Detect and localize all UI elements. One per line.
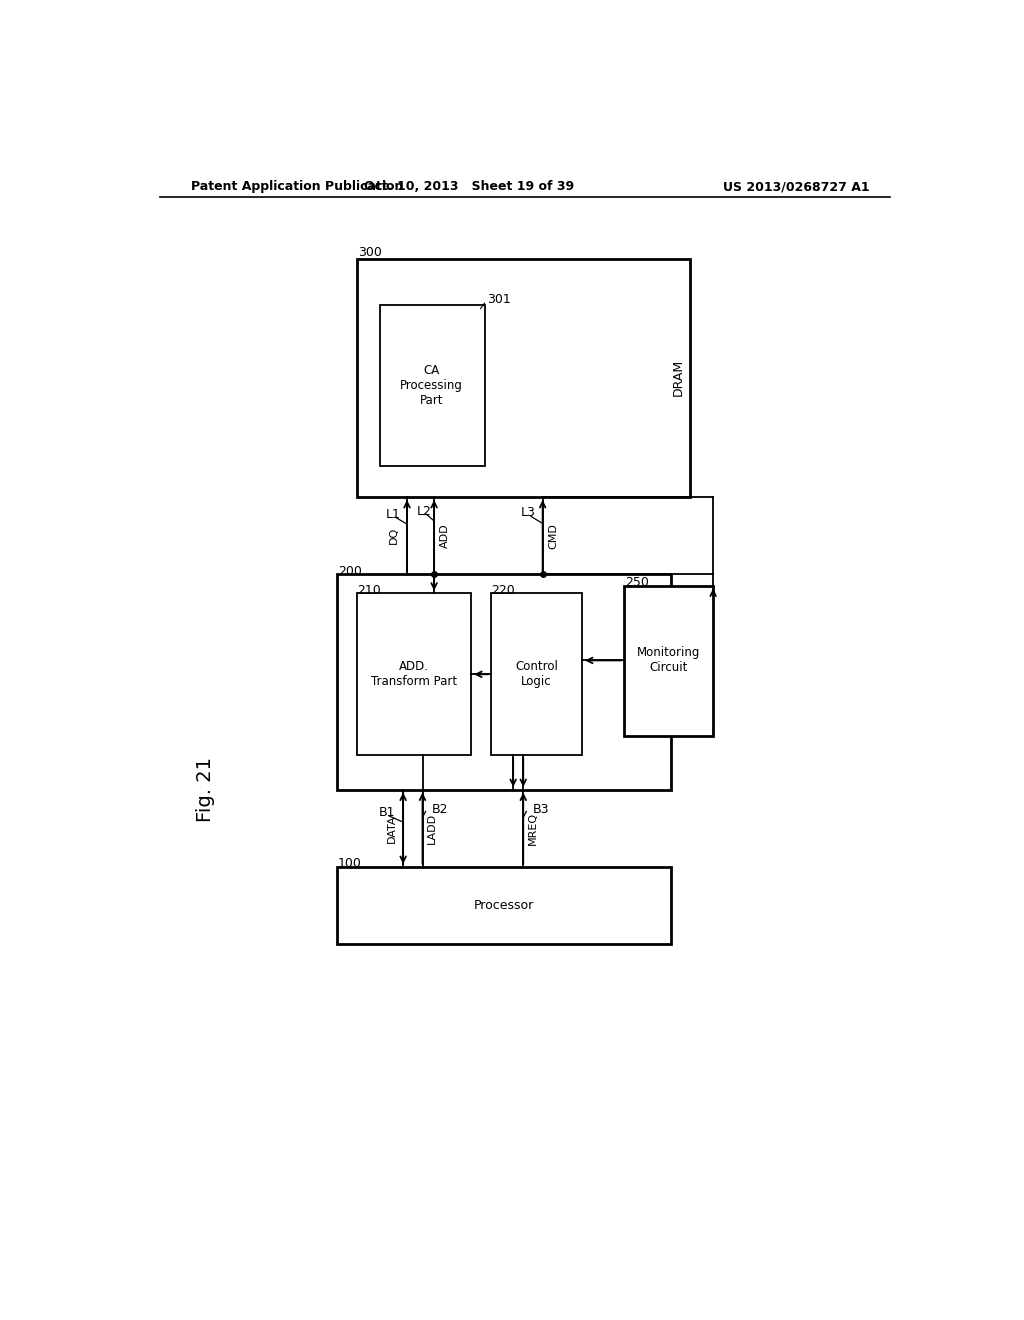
Text: 301: 301: [486, 293, 511, 306]
Text: MREQ: MREQ: [528, 812, 538, 845]
Text: CMD: CMD: [549, 523, 559, 549]
Text: LADD: LADD: [427, 813, 437, 843]
Text: Patent Application Publication: Patent Application Publication: [191, 181, 403, 193]
Text: DATA: DATA: [387, 814, 397, 842]
Bar: [490, 594, 583, 755]
Text: ADD: ADD: [440, 524, 451, 548]
Text: L1: L1: [385, 508, 400, 520]
Text: B1: B1: [378, 807, 395, 820]
Text: 210: 210: [357, 583, 381, 597]
Text: 200: 200: [338, 565, 361, 578]
Text: L3: L3: [521, 506, 536, 519]
Text: ADD.
Transform Part: ADD. Transform Part: [371, 660, 457, 688]
Text: Oct. 10, 2013   Sheet 19 of 39: Oct. 10, 2013 Sheet 19 of 39: [365, 181, 574, 193]
Bar: [380, 305, 484, 466]
Text: CA
Processing
Part: CA Processing Part: [400, 364, 463, 407]
Text: 250: 250: [625, 576, 648, 589]
Text: 300: 300: [358, 246, 382, 259]
Bar: [337, 867, 671, 944]
Bar: [624, 586, 713, 737]
Text: B3: B3: [532, 803, 549, 816]
Bar: [356, 259, 690, 498]
Text: Processor: Processor: [474, 899, 534, 912]
Text: B2: B2: [432, 803, 449, 816]
Text: Monitoring
Circuit: Monitoring Circuit: [637, 647, 699, 675]
Text: US 2013/0268727 A1: US 2013/0268727 A1: [723, 181, 869, 193]
Bar: [337, 574, 671, 789]
Text: DQ: DQ: [389, 527, 399, 544]
Text: Fig. 21: Fig. 21: [196, 758, 215, 822]
Text: 220: 220: [492, 583, 515, 597]
Text: DRAM: DRAM: [672, 359, 685, 396]
Text: 100: 100: [338, 857, 361, 870]
Text: Control
Logic: Control Logic: [515, 660, 558, 688]
Text: L2: L2: [417, 504, 432, 517]
Bar: [356, 594, 471, 755]
